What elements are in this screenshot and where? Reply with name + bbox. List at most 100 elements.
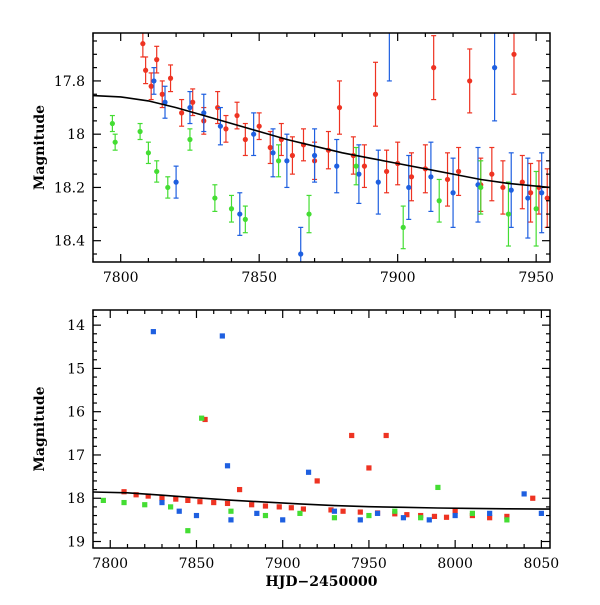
green-point <box>187 136 193 143</box>
green-point <box>469 510 475 516</box>
green-point <box>353 163 359 169</box>
axes-frame <box>92 309 551 549</box>
red-point <box>143 67 149 73</box>
y-tick-label: 18.2 <box>54 180 85 196</box>
y-tick-label: 18 <box>67 127 85 143</box>
red-point <box>349 432 355 439</box>
red-point <box>236 486 243 493</box>
green-point <box>297 510 303 516</box>
red-point <box>404 512 410 518</box>
y-tick-label: 17.8 <box>54 74 85 90</box>
green-point <box>436 198 442 204</box>
green-point <box>142 502 148 508</box>
green-point <box>400 224 406 230</box>
blue-point <box>400 515 407 521</box>
red-point <box>519 179 525 185</box>
bottom-panel: 7800 7850 7900 7950 8000 8050 14 15 16 17 18 19 Magn… <box>32 309 559 590</box>
x-tick-label: 7950 <box>518 270 554 286</box>
blue-point <box>375 179 381 185</box>
red-point <box>340 508 346 514</box>
x-axis-label: HJD−2450000 <box>266 574 378 590</box>
blue-point <box>539 190 545 196</box>
x-tick-label: 7800 <box>103 270 139 286</box>
blue-point <box>525 195 531 201</box>
red-point <box>408 174 415 180</box>
red-point <box>121 489 127 495</box>
red-point <box>530 495 536 501</box>
green-point <box>392 508 398 514</box>
blue-point <box>280 517 286 523</box>
blue-point <box>162 99 168 105</box>
red-point <box>528 190 534 196</box>
green-point <box>137 128 143 135</box>
blue-point <box>406 184 412 191</box>
red-point <box>159 91 165 97</box>
x-tick-label: 7900 <box>265 556 301 572</box>
red-point <box>456 168 462 175</box>
blue-point <box>450 190 456 196</box>
red-point <box>383 432 389 439</box>
red-point <box>159 495 165 501</box>
blue-point <box>237 211 243 217</box>
blue-point <box>176 508 182 514</box>
red-point <box>223 126 229 132</box>
blue-point <box>270 150 276 156</box>
blue-point <box>452 512 458 519</box>
model-curve <box>93 94 550 189</box>
red-point <box>185 497 191 503</box>
y-tick-label: 17 <box>67 448 85 464</box>
blue-point <box>356 171 362 177</box>
blue-point <box>151 78 157 84</box>
blue-point <box>284 158 290 164</box>
red-point <box>500 184 506 191</box>
top-panel: 7800 7850 7900 7950 17.8 18 18.2 18.4 Magnitude <box>32 32 554 286</box>
plot-area <box>93 33 550 262</box>
red-point <box>249 502 255 508</box>
blue-point <box>159 499 165 506</box>
green-point <box>366 512 372 519</box>
y-axis-label: Magnitude <box>32 105 48 190</box>
red-point <box>242 136 248 143</box>
y-tick-label: 18.4 <box>54 234 85 250</box>
x-tick-label: 8000 <box>437 556 473 572</box>
red-point <box>443 514 450 520</box>
blue-point <box>173 179 179 185</box>
blue-point <box>201 110 207 116</box>
y-axis-label: Magnitude <box>32 386 48 471</box>
blue-point <box>311 152 318 159</box>
red-point <box>148 83 154 89</box>
green-point <box>331 515 338 521</box>
red-point <box>431 65 437 71</box>
blue-point <box>538 510 544 516</box>
red-point <box>190 99 196 105</box>
green-point <box>262 512 269 519</box>
green-point <box>418 515 424 521</box>
red-point <box>288 505 294 511</box>
y-tick-label: 15 <box>67 361 85 377</box>
blue-point <box>217 123 224 129</box>
green-point <box>199 415 205 421</box>
red-point <box>444 176 451 183</box>
green-point <box>112 139 118 145</box>
x-tick-label: 7900 <box>380 270 416 286</box>
blue-point <box>298 251 304 257</box>
y-tick-label: 19 <box>67 535 85 551</box>
red-point <box>300 506 306 512</box>
red-point <box>224 500 231 507</box>
blue-point <box>487 510 493 516</box>
green-point <box>145 150 151 156</box>
green-point <box>165 184 171 191</box>
red-point <box>467 78 473 84</box>
red-point <box>267 144 273 151</box>
y-tick-label: 18 <box>67 491 85 507</box>
model-curve <box>93 491 550 510</box>
red-point <box>197 499 203 505</box>
red-point <box>276 504 282 510</box>
red-point <box>336 104 343 111</box>
x-tick-label: 7850 <box>179 556 215 572</box>
red-point <box>544 195 550 201</box>
green-point <box>185 528 191 534</box>
red-point <box>504 513 510 520</box>
red-point <box>314 478 320 484</box>
